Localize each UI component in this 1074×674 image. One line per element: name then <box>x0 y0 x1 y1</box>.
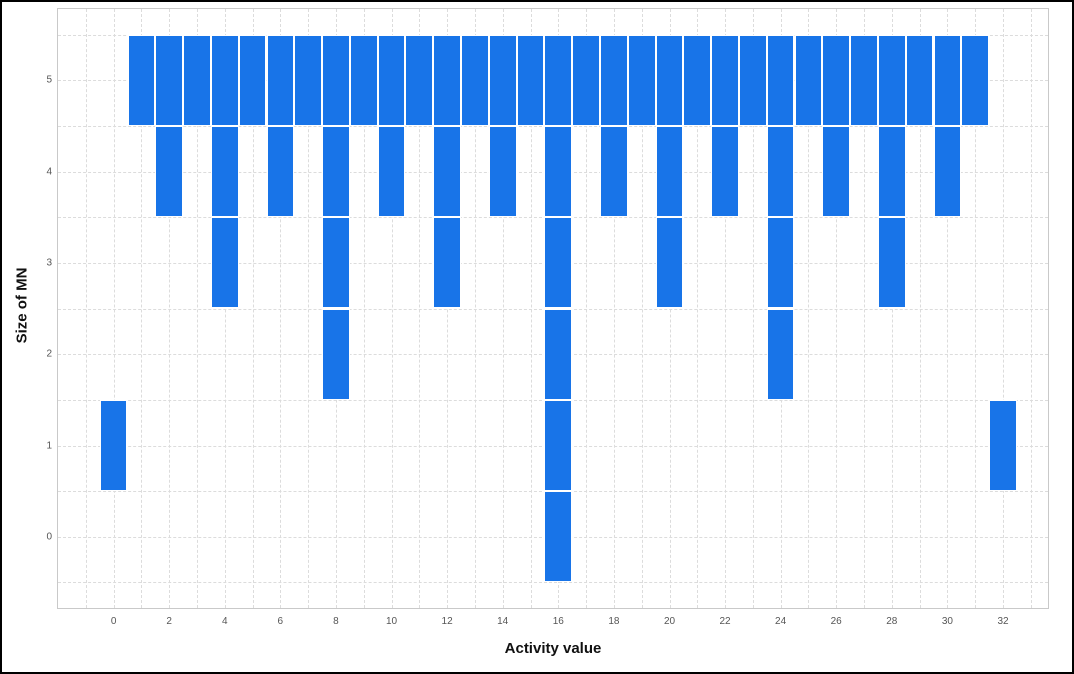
bar-segment <box>377 34 406 126</box>
x-tick-label: 26 <box>830 616 842 627</box>
bar-segment <box>627 34 656 126</box>
bar-segment <box>183 34 211 126</box>
y-axis-title: Size of MN <box>13 267 31 344</box>
bar-segment <box>766 217 795 309</box>
bar-segment <box>655 34 684 126</box>
bar-segment <box>516 34 545 126</box>
bar-segment <box>877 125 906 218</box>
bar-segment <box>600 125 628 218</box>
bar-segment <box>766 34 795 126</box>
grid-line-vertical <box>1030 9 1032 608</box>
bar-segment <box>155 34 184 126</box>
x-tick-label: 18 <box>608 616 620 627</box>
bar-segment <box>711 125 739 218</box>
y-tick-label: 3 <box>46 257 52 269</box>
bar-segment <box>127 34 156 126</box>
bar-segment <box>461 34 489 126</box>
x-axis-title: Activity value <box>504 640 602 657</box>
x-tick-label: 24 <box>775 616 787 627</box>
x-tick-label: 16 <box>552 616 564 627</box>
bar-segment <box>822 125 851 218</box>
bar-segment <box>488 125 517 218</box>
bar-segment <box>850 34 878 126</box>
bar-segment <box>933 125 962 218</box>
bar-segment <box>433 217 461 309</box>
x-tick-label: 30 <box>941 616 953 627</box>
bar-segment <box>266 34 295 126</box>
x-tick-label: 20 <box>663 616 676 627</box>
x-tick-label: 32 <box>997 616 1009 627</box>
bar-segment <box>433 125 461 218</box>
bar-segment <box>711 34 739 126</box>
y-tick-label: 2 <box>46 348 52 360</box>
bar-segment <box>377 125 406 218</box>
bar-segment <box>210 34 239 126</box>
bar-segment <box>322 308 350 400</box>
bar-segment <box>600 34 628 126</box>
y-tick-label: 0 <box>46 531 52 543</box>
bar-segment <box>655 217 684 309</box>
bar-segment <box>433 34 461 126</box>
grid-line-vertical <box>85 9 87 608</box>
grid-line-vertical <box>1003 9 1004 608</box>
bar-segment <box>877 217 906 309</box>
x-tick-label: 10 <box>385 616 398 627</box>
bar-segment <box>210 217 239 309</box>
x-tick-label: 12 <box>441 616 453 627</box>
bar-segment <box>738 34 767 126</box>
bar-segment <box>655 125 684 218</box>
bar-segment <box>405 34 434 126</box>
bar-segment <box>99 399 128 492</box>
x-tick-label: 8 <box>333 616 339 627</box>
y-tick-label: 5 <box>46 74 52 86</box>
bar-segment <box>961 34 990 126</box>
bar-segment <box>322 34 350 126</box>
bar-segment <box>210 125 239 218</box>
bar-segment <box>572 34 600 126</box>
bar-segment <box>155 125 184 218</box>
bar-segment <box>544 308 573 400</box>
bar-segment <box>544 491 573 583</box>
bar-segment <box>794 34 823 126</box>
bar-segment <box>266 125 295 218</box>
bar-segment <box>544 399 573 492</box>
grid-line-horizontal <box>58 582 1048 584</box>
bar-segment <box>238 34 267 126</box>
bar-segment <box>322 217 350 309</box>
bar-segment <box>905 34 934 126</box>
x-tick-label: 6 <box>277 616 284 627</box>
bar-segment <box>322 125 350 218</box>
x-tick-label: 14 <box>497 616 509 627</box>
x-tick-label: 0 <box>110 616 117 627</box>
bar-segment <box>349 34 378 126</box>
bar-segment <box>933 34 962 126</box>
bar-segment <box>488 34 517 126</box>
bar-segment <box>294 34 322 126</box>
bar-segment <box>877 34 906 126</box>
bar-segment <box>766 308 795 400</box>
bar-segment <box>989 399 1017 492</box>
bar-segment <box>544 217 573 309</box>
bar-segment <box>822 34 851 126</box>
y-tick-label: 1 <box>46 440 52 451</box>
bar-segment <box>766 125 795 218</box>
plot-area: 0 2 4 6 8 10 12 14 16 18 20 22 24 26 28 30 32 0 1 2 3 4 5 <box>46 8 1049 627</box>
bar-segment <box>683 34 712 126</box>
x-tick-label: 4 <box>222 616 228 627</box>
bar-segment <box>544 34 573 126</box>
x-tick-label: 2 <box>166 616 172 627</box>
y-tick-label: 4 <box>46 166 52 177</box>
x-tick-label: 28 <box>886 616 898 627</box>
bar-segment <box>544 125 573 218</box>
grid-line-vertical <box>113 9 115 608</box>
x-tick-label: 22 <box>719 616 731 627</box>
